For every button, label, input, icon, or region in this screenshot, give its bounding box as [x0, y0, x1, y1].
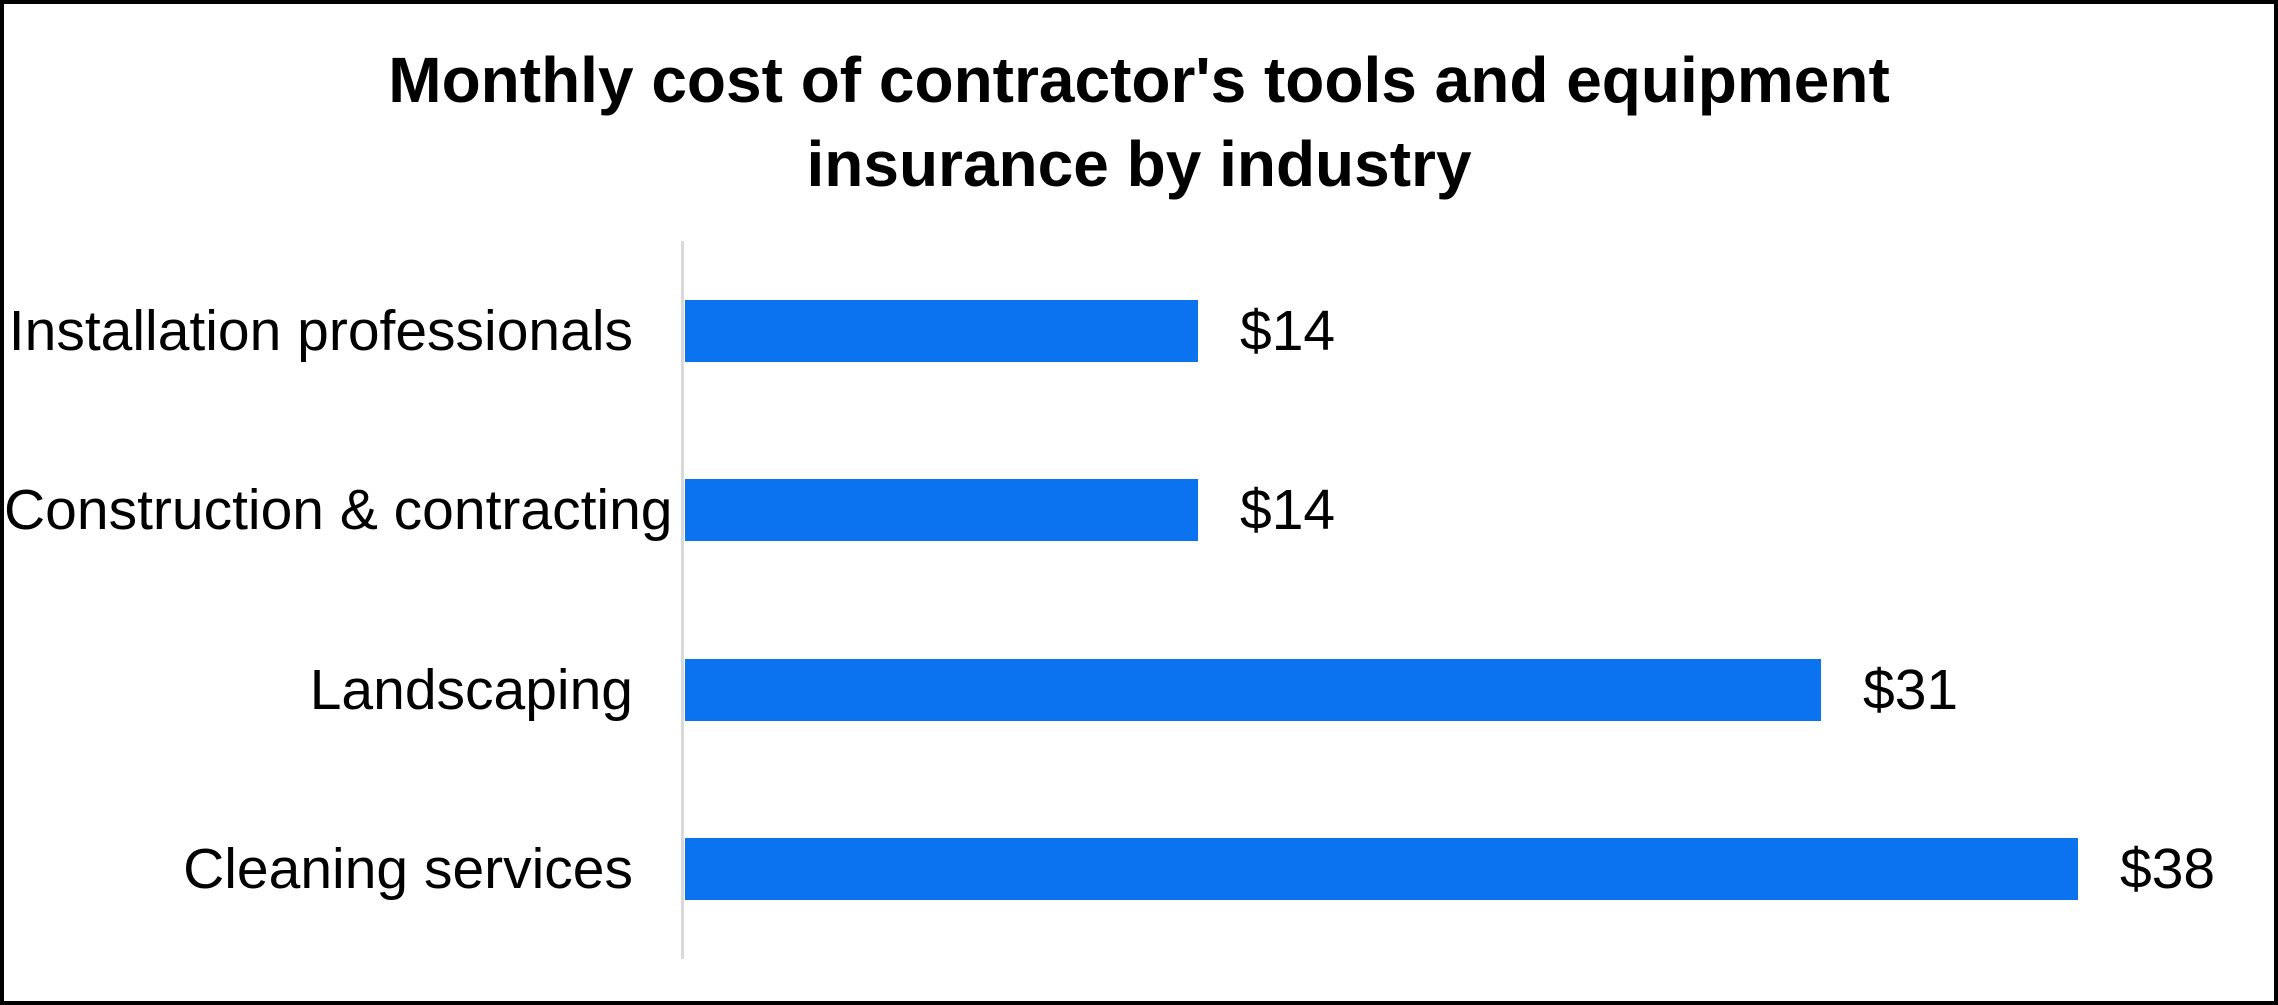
bar-track: $14 [681, 241, 2274, 421]
value-label: $14 [1240, 478, 1336, 543]
bar [685, 838, 2078, 901]
bar-row: Cleaning services $38 [4, 780, 2274, 960]
chart-title-line-1: Monthly cost of contractor's tools and e… [388, 44, 1890, 116]
value-label: $31 [1863, 657, 1959, 722]
category-label: Landscaping [309, 657, 633, 722]
plot-area: Installation professionals $14 Construct… [4, 241, 2274, 959]
bar-rows: Installation professionals $14 Construct… [4, 241, 2274, 959]
value-label: $14 [1240, 298, 1336, 363]
bar-track: $31 [681, 600, 2274, 780]
bar-track: $14 [681, 421, 2274, 601]
bar [685, 479, 1198, 542]
y-axis-line [681, 241, 684, 959]
chart-title: Monthly cost of contractor's tools and e… [4, 38, 2274, 206]
category-label: Installation professionals [8, 298, 633, 363]
bar-row: Landscaping $31 [4, 600, 2274, 780]
chart-title-line-2: insurance by industry [806, 128, 1472, 200]
bar-track: $38 [681, 780, 2274, 960]
category-label: Cleaning services [183, 837, 633, 902]
bar [685, 299, 1198, 362]
category-label: Construction & contracting [4, 478, 673, 543]
bar-row: Construction & contracting $14 [4, 421, 2274, 601]
value-label: $38 [2120, 837, 2216, 902]
bar [685, 658, 1821, 721]
bar-row: Installation professionals $14 [4, 241, 2274, 421]
